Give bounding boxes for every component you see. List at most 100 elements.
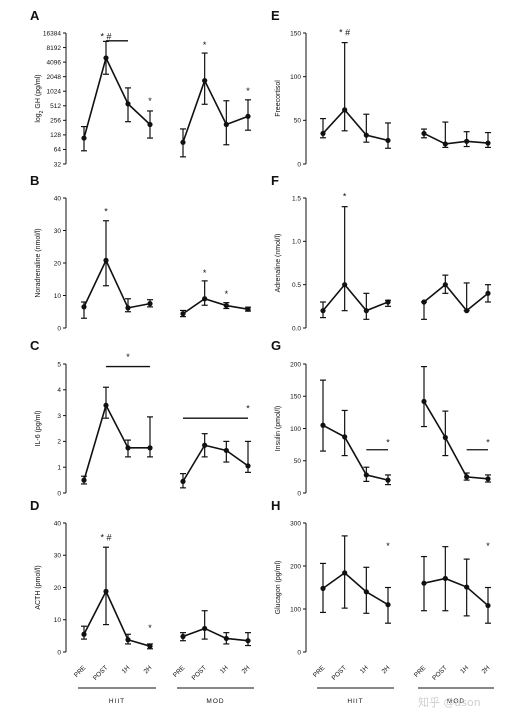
data-point: [180, 633, 186, 640]
y-tick-label: 20: [54, 260, 62, 267]
panel-F: F 0.0 0.5 1.0 1.5 Adrenaline (nmol/l) *: [271, 173, 491, 332]
panel-B: B 0 10 20 30 40 Noradrenaline (nmol/l) * * *: [30, 173, 251, 332]
series-hiit: [81, 386, 153, 485]
panel-H: H 0 100 200 300 Glucagon (pg/ml) * *: [271, 498, 491, 656]
y-tick-label: 0: [297, 649, 301, 656]
data-point: [464, 584, 470, 590]
y-axis-label: Insulin (pmol/l): [275, 406, 282, 452]
y-tick-label: 40: [54, 195, 62, 202]
y-tick-label: 30: [54, 553, 62, 560]
series-mod: [180, 52, 251, 158]
data-point: [81, 477, 87, 483]
data-point: [147, 301, 153, 307]
panel-letter: H: [271, 498, 280, 513]
significance-marker: *: [386, 541, 390, 551]
series-line: [322, 108, 389, 142]
y-tick-label: 200: [290, 563, 301, 570]
data-point: [245, 638, 251, 644]
data-point: [464, 138, 470, 144]
data-point: [245, 113, 251, 119]
y-axis-label: Adrenaline (nmol/l): [275, 234, 282, 293]
data-point: [223, 447, 229, 454]
data-point: [421, 299, 427, 305]
y-tick-label: 20: [54, 585, 62, 592]
watermark: 知乎 @ason: [418, 695, 481, 709]
panel-letter: A: [30, 8, 40, 23]
y-tick-label: 50: [294, 118, 302, 125]
group-label: HIIT: [109, 698, 125, 705]
panel-C: C 0 1 2 3 4 5 IL-6 (pg/ml) * *: [30, 338, 251, 497]
significance-marker: *: [148, 96, 152, 106]
y-tick-label: 150: [290, 394, 301, 401]
y-axis-label: Glucagon (pg/ml): [275, 561, 282, 615]
significance-marker: *: [203, 268, 207, 278]
y-tick-label: 4096: [47, 59, 62, 66]
data-point: [320, 308, 326, 314]
data-point: [385, 137, 391, 144]
significance-marker: *: [486, 541, 490, 551]
y-axis-label: ACTH (pmol/l): [35, 565, 42, 609]
data-point: [81, 631, 87, 637]
y-tick-label: 1024: [47, 89, 62, 96]
y-tick-label: 512: [50, 103, 61, 110]
y-tick-label: 0.5: [292, 282, 301, 289]
panel-letter: E: [271, 8, 280, 23]
y-tick-label: 128: [50, 132, 61, 139]
y-axis-label-part: GH (pg/ml): [35, 74, 42, 110]
significance-marker: * #: [100, 32, 111, 42]
data-point: [442, 141, 448, 147]
x-tick-label: 2H: [241, 664, 252, 675]
x-tick-label: 2H: [381, 664, 392, 675]
panel-letter: F: [271, 173, 279, 188]
data-point: [485, 140, 491, 146]
x-tick-label: 2H: [481, 664, 492, 675]
y-axis-label-sub: 2: [39, 110, 45, 113]
data-point: [442, 434, 448, 441]
significance-marker: *: [225, 289, 229, 299]
series-line: [423, 283, 489, 312]
x-tick-label: PRE: [312, 664, 327, 679]
series-mod: [180, 610, 251, 647]
panel-letter: D: [30, 498, 39, 513]
y-axis-label-part: log: [35, 113, 42, 122]
y-tick-label: 0: [297, 161, 301, 168]
y-tick-label: 5: [57, 361, 61, 368]
y-tick-label: 0: [297, 490, 301, 497]
group-label: HIIT: [347, 698, 363, 705]
x-tick-label: PRE: [172, 664, 187, 679]
y-tick-label: 30: [54, 228, 62, 235]
x-tick-label: POST: [92, 664, 109, 681]
significance-marker: *: [246, 404, 250, 414]
data-point: [202, 296, 208, 302]
data-point: [245, 306, 251, 312]
data-point: [125, 637, 131, 643]
data-point: [81, 304, 87, 310]
series-mod: [421, 274, 491, 320]
data-point: [202, 442, 208, 448]
data-point: [421, 130, 427, 137]
data-point: [103, 257, 109, 263]
y-axis-label: log2 GH (pg/ml): [35, 74, 45, 122]
data-point: [385, 477, 391, 483]
x-tick-label: POST: [331, 664, 348, 681]
y-tick-label: 16384: [43, 30, 61, 37]
panels-layer: A3264128256512102420484096819216384log2 …: [30, 8, 491, 656]
significance-marker: *: [126, 352, 130, 362]
series-mod: [180, 280, 251, 318]
y-tick-label: 1.0: [292, 239, 301, 246]
series-hiit: [320, 206, 391, 320]
data-point: [442, 282, 448, 288]
y-tick-label: 64: [54, 147, 62, 154]
series-line: [182, 78, 249, 143]
y-tick-label: 256: [50, 118, 61, 125]
y-tick-label: 300: [290, 520, 301, 527]
y-tick-label: 10: [54, 293, 62, 300]
data-point: [125, 101, 131, 107]
significance-marker: *: [148, 623, 152, 633]
x-tick-label: POST: [431, 664, 448, 681]
panel-E: E 0 50 100 150 Freecortisol * #: [271, 8, 491, 168]
data-point: [464, 474, 470, 480]
data-point: [363, 472, 369, 478]
data-point: [363, 132, 369, 138]
